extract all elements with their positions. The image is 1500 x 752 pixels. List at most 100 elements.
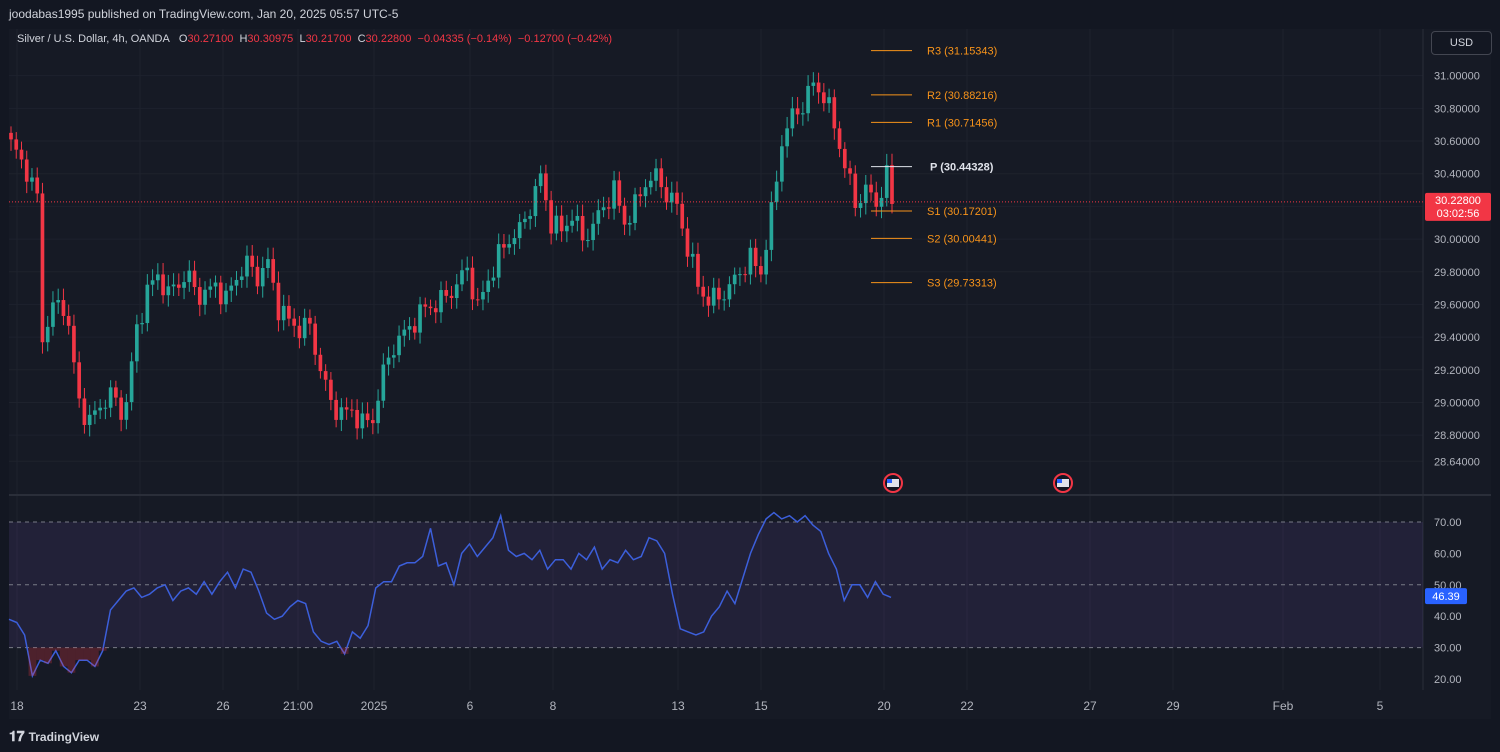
- us-flag-icon: [1057, 479, 1069, 487]
- candle-body: [753, 247, 758, 267]
- pivot-label-r3: R3 (31.15343): [927, 46, 997, 58]
- candle-body: [166, 286, 171, 296]
- high-value: 30.30975: [247, 33, 294, 45]
- candle-body: [565, 225, 569, 232]
- time-tick-label: 20: [877, 699, 891, 713]
- candle-body: [748, 247, 753, 275]
- candle-body: [14, 139, 19, 150]
- time-tick-label: 29: [1166, 699, 1180, 713]
- price-tick-label: 28.64000: [1434, 456, 1480, 468]
- candle-body: [140, 323, 144, 325]
- candle-body: [801, 113, 805, 115]
- rsi-oversold-fill: [36, 647, 45, 661]
- candle-body: [502, 244, 506, 248]
- candle-body: [318, 354, 323, 372]
- candle-body: [570, 220, 574, 226]
- open-label: O: [178, 33, 188, 45]
- candle-body: [213, 282, 218, 287]
- candle-body: [832, 97, 837, 129]
- price-tick-label: 30.80000: [1434, 103, 1480, 115]
- candle-body: [591, 223, 595, 241]
- candle-body: [124, 402, 129, 420]
- rsi-line: [8, 511, 892, 679]
- symbol-title: Silver / U.S. Dollar, 4h, OANDA: [17, 33, 170, 45]
- candle-body: [245, 255, 249, 277]
- candle-body: [423, 304, 428, 307]
- candle-body: [155, 274, 160, 281]
- candle-body: [643, 187, 648, 197]
- time-tick-label: 15: [754, 699, 768, 713]
- time-tick-label: 22: [960, 699, 974, 713]
- candle-body: [61, 300, 66, 316]
- candle-body: [533, 186, 538, 217]
- candle-body: [580, 215, 585, 241]
- candle-body: [344, 407, 349, 410]
- price-tick-label: 29.40000: [1434, 332, 1480, 344]
- candle-body: [470, 267, 475, 300]
- candle-body: [350, 409, 354, 411]
- time-tick-label: 5: [1377, 699, 1384, 713]
- pivot-label-p: P (30.44328): [930, 162, 994, 174]
- candle-body: [601, 207, 606, 211]
- candle-body: [108, 387, 113, 408]
- us-flag-icon: [1057, 479, 1062, 483]
- time-tick-label: 13: [671, 699, 685, 713]
- time-tick-label: 18: [10, 699, 24, 713]
- candle-body: [732, 274, 737, 285]
- candle-body: [313, 323, 317, 355]
- pivot-label-r2: R2 (30.88216): [927, 90, 997, 102]
- candle-body: [402, 329, 407, 336]
- candle-body: [334, 399, 338, 420]
- candle-body: [276, 282, 281, 321]
- candle-body: [575, 215, 580, 221]
- candle-body: [675, 192, 679, 204]
- candle-body: [339, 407, 344, 420]
- rsi-oversold-fill: [44, 647, 52, 664]
- chart-panel[interactable]: [9, 29, 1491, 719]
- candle-body: [549, 200, 553, 234]
- candle-body: [874, 192, 879, 207]
- candle-body: [229, 285, 234, 291]
- candle-body: [774, 181, 779, 203]
- candle-body: [271, 259, 276, 283]
- candle-body: [780, 146, 784, 182]
- rsi-oversold-fill: [59, 647, 68, 667]
- close-value: 30.22800: [365, 33, 412, 45]
- candle-body: [722, 299, 727, 301]
- last-price-value: 30.22800: [1435, 195, 1481, 207]
- candle-body: [77, 362, 82, 399]
- candle-body: [512, 238, 517, 245]
- candle-body: [627, 222, 632, 225]
- tradingview-brand: TradingView: [28, 729, 100, 744]
- candle-body: [727, 284, 732, 300]
- candle-body: [297, 325, 302, 339]
- candle-body: [66, 315, 71, 326]
- time-tick-label: 2025: [361, 699, 388, 713]
- candle-body: [114, 387, 118, 398]
- candle-body: [93, 410, 97, 415]
- low-label: L: [299, 33, 306, 45]
- candle-body: [764, 249, 768, 275]
- candle-body: [685, 228, 690, 257]
- candle-body: [496, 244, 501, 278]
- candle-body: [208, 286, 213, 290]
- candle-body: [145, 284, 150, 324]
- time-tick-label: 27: [1083, 699, 1097, 713]
- candle-body: [717, 287, 721, 300]
- candle-body: [711, 287, 716, 306]
- candle-body: [743, 274, 748, 276]
- candle-body: [554, 215, 559, 234]
- candle-body: [161, 274, 165, 296]
- rsi-oversold-fill: [51, 647, 60, 651]
- candle-body: [187, 270, 192, 283]
- candle-body: [858, 203, 863, 208]
- rsi-last-value: 46.39: [1432, 591, 1460, 603]
- currency-button[interactable]: USD: [1431, 31, 1492, 55]
- candle-body: [706, 296, 711, 306]
- candle-body: [182, 282, 186, 288]
- close-label: C: [357, 33, 366, 45]
- candle-body: [355, 409, 359, 429]
- rsi-tick-label: 60.00: [1434, 548, 1462, 560]
- candle-body: [129, 361, 134, 403]
